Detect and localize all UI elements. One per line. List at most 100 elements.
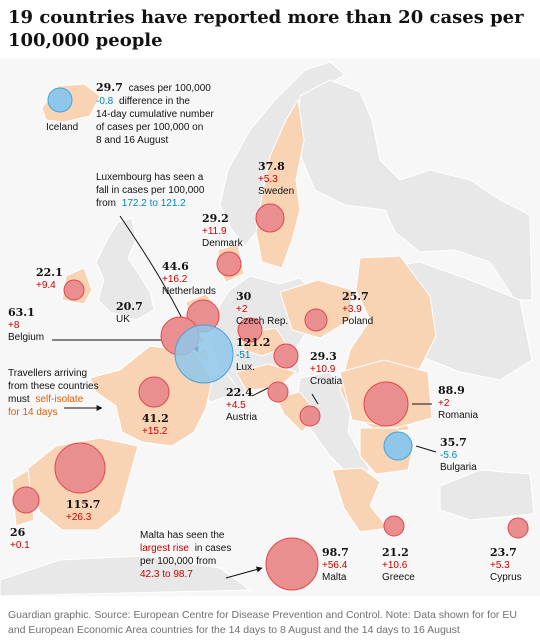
bulgaria-change: -5.6 xyxy=(440,450,458,461)
austria-leader xyxy=(251,387,269,397)
croatia-name: Croatia xyxy=(310,376,343,387)
belgium-change: +8 xyxy=(8,320,20,331)
iceland-bubble xyxy=(47,87,73,113)
ireland-bubble xyxy=(63,279,85,301)
bulgaria-value: 35.7 xyxy=(440,436,467,449)
austria-change: +4.5 xyxy=(226,400,246,411)
netherlands-change: +16.2 xyxy=(162,274,188,285)
bulgaria-name: Bulgaria xyxy=(440,462,477,473)
greece-label: 21.2 +10.6 Greece xyxy=(382,546,415,583)
malta-value: 98.7 xyxy=(322,546,349,559)
lux-note-line1: Luxembourg has seen a xyxy=(96,172,204,183)
croatia-change: +10.9 xyxy=(310,364,336,375)
denmark-bubble xyxy=(216,251,242,277)
finland-russia-shape xyxy=(297,79,533,301)
denmark-change: +11.9 xyxy=(202,226,227,237)
denmark-name: Denmark xyxy=(202,238,244,249)
malta-label: 98.7 +56.4 Malta xyxy=(322,546,352,583)
malta-bubble xyxy=(265,537,319,591)
iceland-note-line5: 8 and 16 August xyxy=(96,135,169,146)
spain-bubble xyxy=(54,442,106,494)
denmark-label: 29.2 +11.9 Denmark xyxy=(202,212,244,249)
source-footnote: Guardian graphic. Source: European Centr… xyxy=(8,609,517,636)
sweden-name: Sweden xyxy=(258,186,294,197)
netherlands-label: 44.6 +16.2 Netherlands xyxy=(162,260,216,297)
luxembourg-label: 121.2 -51 Lux. xyxy=(236,336,273,373)
iceland-note-line4: of cases per 100,000 on xyxy=(96,122,203,133)
france-bubble xyxy=(138,376,170,408)
malta-change: +56.4 xyxy=(322,560,348,571)
luxembourg-change: -51 xyxy=(236,350,251,361)
netherlands-value: 44.6 xyxy=(162,260,189,273)
travel-note-highlight: self-isolate xyxy=(35,394,83,405)
sweden-label: 37.8 +5.3 Sweden xyxy=(258,160,294,197)
portugal-bubble xyxy=(12,486,40,514)
iceland-value: 29.7 xyxy=(96,81,123,94)
czech-label: 30 +2 Czech Rep. xyxy=(236,290,288,327)
romania-label: 88.9 +2 Romania xyxy=(438,384,478,421)
austria-value: 22.4 xyxy=(226,386,253,399)
travel-note-line4: for 14 days xyxy=(8,407,57,418)
uk-name: UK xyxy=(116,314,130,325)
netherlands-name: Netherlands xyxy=(162,286,216,297)
ireland-change: +9.4 xyxy=(36,280,56,291)
cyprus-label: 23.7 +5.3 Cyprus xyxy=(490,546,522,583)
cyprus-name: Cyprus xyxy=(490,572,522,583)
portugal-label: 26 +0.1 xyxy=(10,526,30,551)
cyprus-bubble xyxy=(507,517,529,539)
iceland-note-line3: 14-day cumulative number xyxy=(96,109,215,120)
malta-note-line2: in cases xyxy=(195,543,232,554)
cyprus-value: 23.7 xyxy=(490,546,517,559)
malta-arrow xyxy=(225,566,263,579)
croatia-label: 29.3 +10.9 Croatia xyxy=(310,350,343,387)
belgium-name: Belgium xyxy=(8,332,44,343)
belgium-value: 63.1 xyxy=(8,306,35,319)
luxembourg-bubble xyxy=(174,324,234,384)
romania-change: +2 xyxy=(438,398,450,409)
iceland-name: Iceland xyxy=(46,122,78,133)
bulgaria-leader xyxy=(415,445,437,453)
luxembourg-value: 121.2 xyxy=(236,336,270,349)
europe-map: Iceland 29.7 cases per 100,000 -0.8 diff… xyxy=(0,58,540,596)
ireland-label: 22.1 +9.4 xyxy=(36,266,66,291)
malta-name: Malta xyxy=(322,572,347,583)
malta-note-line1: Malta has seen the xyxy=(140,530,225,541)
austria-name: Austria xyxy=(226,412,258,423)
czech-value: 30 xyxy=(236,290,252,303)
spain-change: +26.3 xyxy=(66,512,92,523)
luxembourg-name: Lux. xyxy=(236,362,255,373)
greece-bubble xyxy=(383,515,405,537)
travel-note-line3: must xyxy=(8,394,30,405)
spain-value: 115.7 xyxy=(66,498,100,511)
croatia-leader xyxy=(311,393,319,405)
sweden-value: 37.8 xyxy=(258,160,285,173)
czech-change: +2 xyxy=(236,304,248,315)
poland-label: 25.7 +3.9 Poland xyxy=(342,290,373,327)
romania-bubble xyxy=(363,381,409,427)
lux-note: Luxembourg has seen a fall in cases per … xyxy=(96,172,207,209)
croatia-value: 29.3 xyxy=(310,350,337,363)
malta-note: Malta has seen the largest rise in cases… xyxy=(140,530,234,580)
cyprus-change: +5.3 xyxy=(490,560,510,571)
portugal-change: +0.1 xyxy=(10,540,30,551)
malta-note-range: 42.3 to 98.7 xyxy=(140,569,193,580)
austria-label: 22.4 +4.5 Austria xyxy=(226,386,258,423)
sweden-bubble xyxy=(255,203,285,233)
lux-note-range: 172.2 to 121.2 xyxy=(122,198,186,209)
greece-name: Greece xyxy=(382,572,415,583)
greece-change: +10.6 xyxy=(382,560,408,571)
page-title: 19 countries have reported more than 20 … xyxy=(8,7,524,51)
uk-value: 20.7 xyxy=(116,300,143,313)
travel-note: Travellers arriving from these countries… xyxy=(8,368,101,418)
romania-name: Romania xyxy=(438,410,478,421)
romania-value: 88.9 xyxy=(438,384,465,397)
lux-note-line3: from xyxy=(96,198,116,209)
portugal-value: 26 xyxy=(10,526,26,539)
travel-note-line2: from these countries xyxy=(8,381,99,392)
malta-note-line3: per 100,000 from xyxy=(140,556,216,567)
poland-change: +3.9 xyxy=(342,304,362,315)
bubbles xyxy=(12,87,529,591)
belgium-label: 63.1 +8 Belgium xyxy=(8,306,44,343)
bulgaria-label: 35.7 -5.6 Bulgaria xyxy=(440,436,477,473)
france-change: +15.2 xyxy=(142,426,168,437)
